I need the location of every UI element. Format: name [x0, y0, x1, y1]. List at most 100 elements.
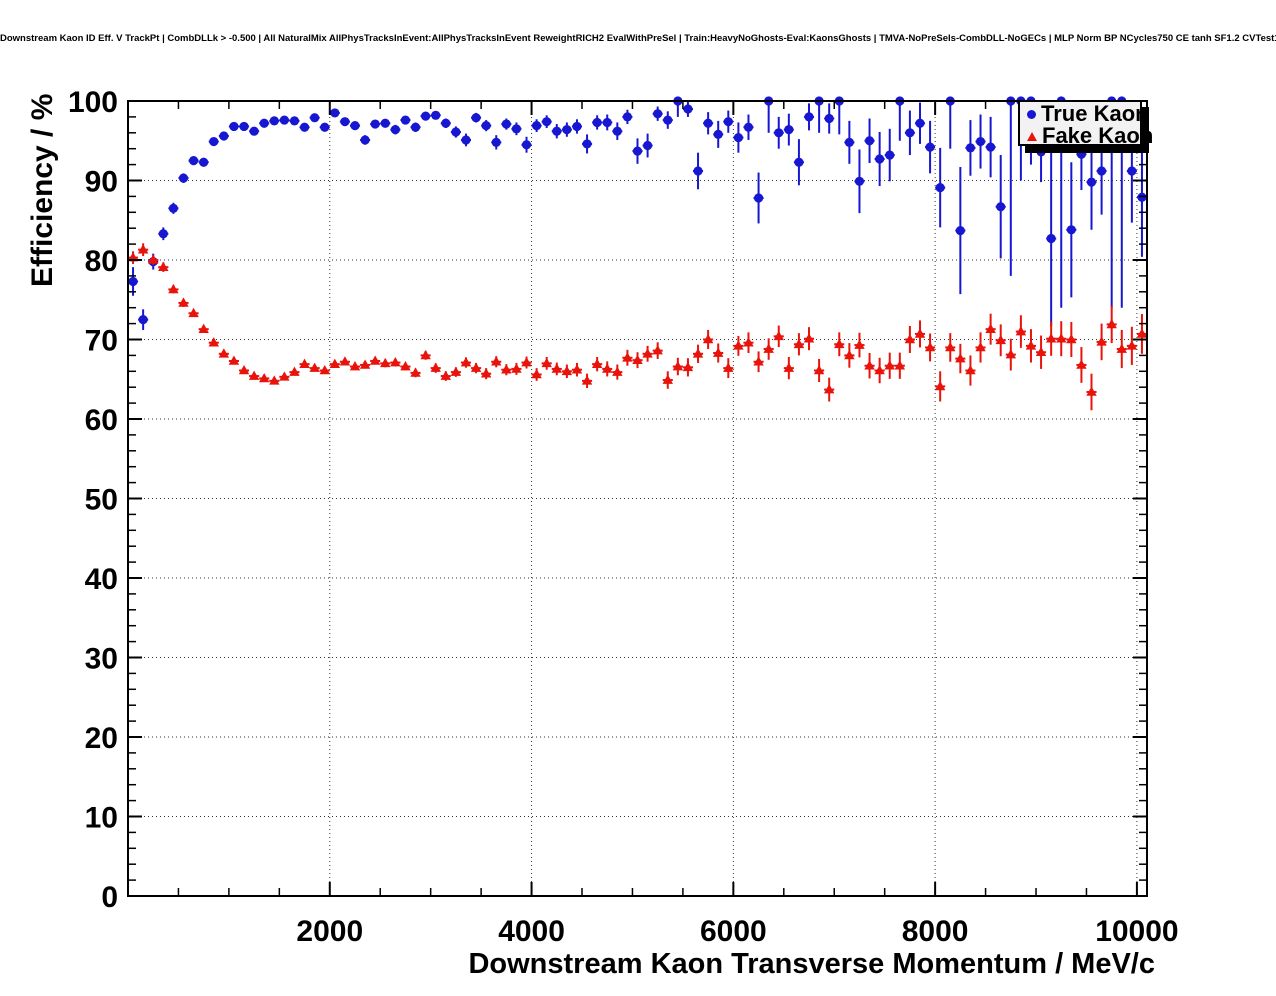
- data-point-triangle: [470, 362, 482, 372]
- data-point-circle: [360, 135, 370, 145]
- data-point-circle: [350, 121, 360, 131]
- data-point-circle: [955, 225, 965, 236]
- data-point-circle: [481, 121, 491, 131]
- data-point-circle: [663, 115, 673, 125]
- data-point-triangle: [480, 368, 492, 378]
- data-point-triangle: [571, 364, 583, 374]
- data-point-triangle: [1116, 343, 1127, 353]
- data-point-triangle: [1025, 340, 1037, 350]
- data-point-circle: [915, 118, 925, 128]
- data-point-triangle: [581, 375, 593, 385]
- data-point-circle: [794, 157, 804, 167]
- data-point-triangle: [188, 307, 199, 318]
- data-point-circle: [844, 137, 854, 147]
- data-point-circle: [330, 108, 340, 118]
- data-point-circle: [1086, 177, 1097, 187]
- data-point-triangle: [440, 370, 452, 380]
- y-tick-label: 40: [85, 563, 118, 596]
- data-point-circle: [390, 125, 400, 135]
- data-point-triangle: [541, 357, 552, 368]
- data-point-circle: [996, 202, 1006, 212]
- data-point-circle: [975, 136, 986, 147]
- data-point-circle: [320, 122, 330, 132]
- data-point-circle: [491, 137, 501, 147]
- data-point-triangle: [723, 362, 734, 372]
- legend-label-fake-kaon: Fake Kaon: [1042, 123, 1154, 148]
- data-point-circle: [925, 142, 935, 152]
- data-point-triangle: [561, 365, 573, 376]
- data-point-circle: [1066, 225, 1076, 235]
- data-point-triangle: [491, 356, 502, 366]
- data-point-circle: [582, 139, 592, 149]
- fake-kaon-marker-icon: [1027, 131, 1037, 141]
- data-point-triangle: [319, 365, 330, 375]
- data-point-circle: [713, 129, 723, 139]
- series-fake-kaon: [127, 243, 1148, 411]
- data-point-triangle: [1076, 359, 1087, 369]
- data-point-triangle: [672, 361, 684, 371]
- data-point-triangle: [420, 349, 431, 360]
- data-point-triangle: [238, 365, 250, 375]
- data-point-circle: [1036, 147, 1046, 157]
- x-tick-label: 4000: [498, 915, 565, 948]
- data-point-circle: [965, 143, 976, 153]
- x-tick-label: 10000: [1095, 915, 1178, 948]
- data-point-circle: [885, 150, 895, 160]
- data-point-triangle: [823, 384, 835, 394]
- data-point-circle: [239, 121, 249, 132]
- data-point-triangle: [662, 374, 673, 384]
- true-kaon-marker-icon: [1027, 109, 1036, 119]
- y-tick-label: 70: [85, 325, 118, 358]
- data-point-circle: [471, 113, 481, 123]
- data-point-circle: [935, 183, 945, 193]
- data-point-circle: [552, 126, 562, 136]
- data-point-circle: [1096, 166, 1107, 176]
- data-point-triangle: [531, 368, 542, 379]
- data-point-circle: [340, 117, 350, 127]
- data-point-triangle: [793, 338, 805, 349]
- data-point-triangle: [813, 365, 825, 375]
- data-point-triangle: [844, 349, 855, 360]
- data-point-circle: [451, 127, 461, 137]
- x-tick-label: 8000: [902, 915, 969, 948]
- data-point-triangle: [208, 337, 219, 347]
- data-point-triangle: [884, 360, 895, 370]
- data-point-circle: [986, 142, 996, 152]
- data-point-triangle: [1086, 386, 1097, 396]
- data-point-circle: [219, 131, 229, 141]
- data-point-circle: [723, 117, 733, 127]
- data-point-triangle: [834, 338, 845, 349]
- data-point-triangle: [1066, 334, 1077, 344]
- data-point-triangle: [390, 357, 401, 367]
- data-point-triangle: [359, 359, 371, 369]
- data-point-triangle: [450, 366, 462, 376]
- plot-area: [128, 101, 1147, 896]
- data-point-triangle: [652, 345, 663, 355]
- data-point-circle: [804, 112, 814, 122]
- data-point-triangle: [803, 333, 815, 343]
- data-point-triangle: [632, 354, 643, 364]
- data-point-triangle: [602, 363, 613, 373]
- data-point-circle: [229, 121, 239, 132]
- data-point-circle: [501, 119, 511, 129]
- data-point-triangle: [702, 334, 714, 344]
- data-point-triangle: [1136, 328, 1148, 338]
- y-tick-label: 50: [85, 484, 118, 517]
- data-point-circle: [693, 166, 703, 176]
- data-point-circle: [410, 122, 421, 132]
- data-point-triangle: [137, 244, 149, 254]
- data-point-triangle: [369, 355, 381, 365]
- data-point-triangle: [955, 353, 966, 363]
- data-point-triangle: [329, 358, 341, 368]
- y-tick-label: 100: [68, 86, 118, 119]
- data-point-triangle: [1015, 326, 1027, 336]
- data-point-circle: [703, 118, 713, 128]
- data-point-circle: [1127, 166, 1137, 176]
- axis-ticks: [128, 100, 1147, 897]
- data-point-circle: [461, 135, 471, 145]
- data-point-triangle: [622, 352, 633, 362]
- data-point-circle: [209, 136, 219, 147]
- legend-label-true-kaon: True Kaon: [1041, 101, 1149, 126]
- data-point-triangle: [339, 356, 351, 366]
